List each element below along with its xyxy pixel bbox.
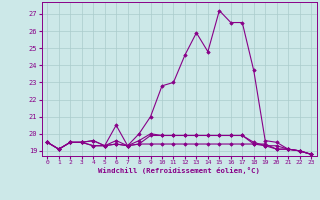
X-axis label: Windchill (Refroidissement éolien,°C): Windchill (Refroidissement éolien,°C) [98, 167, 260, 174]
